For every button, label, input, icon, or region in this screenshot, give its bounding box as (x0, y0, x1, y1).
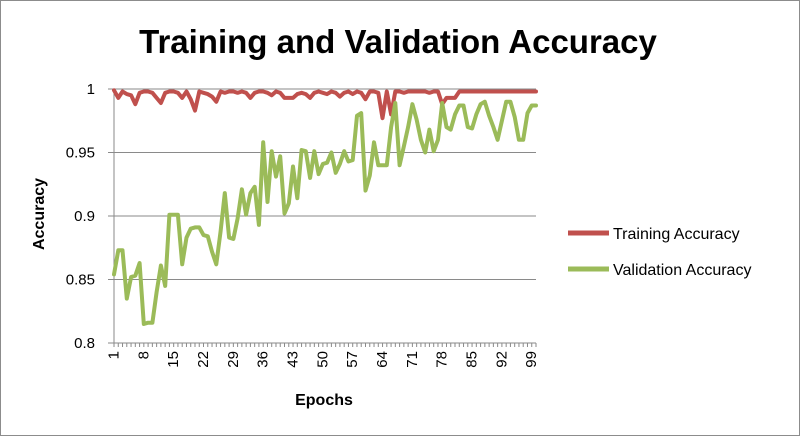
legend-label-training-accuracy: Training Accuracy (613, 226, 740, 243)
legend: Training Accuracy Validation Accuracy (568, 226, 751, 279)
chart-title: Training and Validation Accuracy (139, 23, 657, 60)
series-line-training-accuracy (112, 88, 538, 121)
y-tick-label: 0.85 (66, 272, 95, 289)
x-tick-label: 64 (374, 351, 391, 368)
y-tick-label: 0.8 (74, 335, 95, 352)
x-tick-label: 57 (344, 351, 361, 368)
y-tick-label: 1 (87, 81, 95, 98)
x-tick-label: 1 (106, 351, 123, 359)
x-axis-title: Epochs (295, 392, 353, 409)
y-tick-label: 0.95 (66, 145, 95, 162)
x-tick-label: 8 (135, 351, 152, 359)
x-tick-label: 50 (314, 351, 331, 368)
x-tick-label: 78 (434, 351, 451, 368)
x-tick-label: 15 (165, 351, 182, 368)
legend-label-validation-accuracy: Validation Accuracy (613, 262, 751, 279)
y-axis-title: Accuracy (31, 178, 48, 250)
x-tick-label: 92 (493, 351, 510, 368)
x-tick-labels: 1 8 15 22 29 36 43 50 57 64 71 78 85 92 99 (106, 351, 541, 368)
y-tick-labels: 0.8 0.85 0.9 0.95 1 (66, 81, 95, 352)
x-tick-label: 99 (523, 351, 540, 368)
series-lines (112, 88, 538, 326)
x-tick-label: 43 (285, 351, 302, 368)
x-tick-label: 71 (404, 351, 421, 368)
x-tick-label: 29 (225, 351, 242, 368)
x-tick-label: 22 (195, 351, 212, 368)
gridlines (114, 88, 536, 280)
series-line-validation-accuracy (112, 99, 538, 326)
x-tick-label: 85 (464, 351, 481, 368)
axes (108, 88, 537, 347)
y-tick-label: 0.9 (74, 208, 95, 225)
x-tick-label: 36 (255, 351, 272, 368)
